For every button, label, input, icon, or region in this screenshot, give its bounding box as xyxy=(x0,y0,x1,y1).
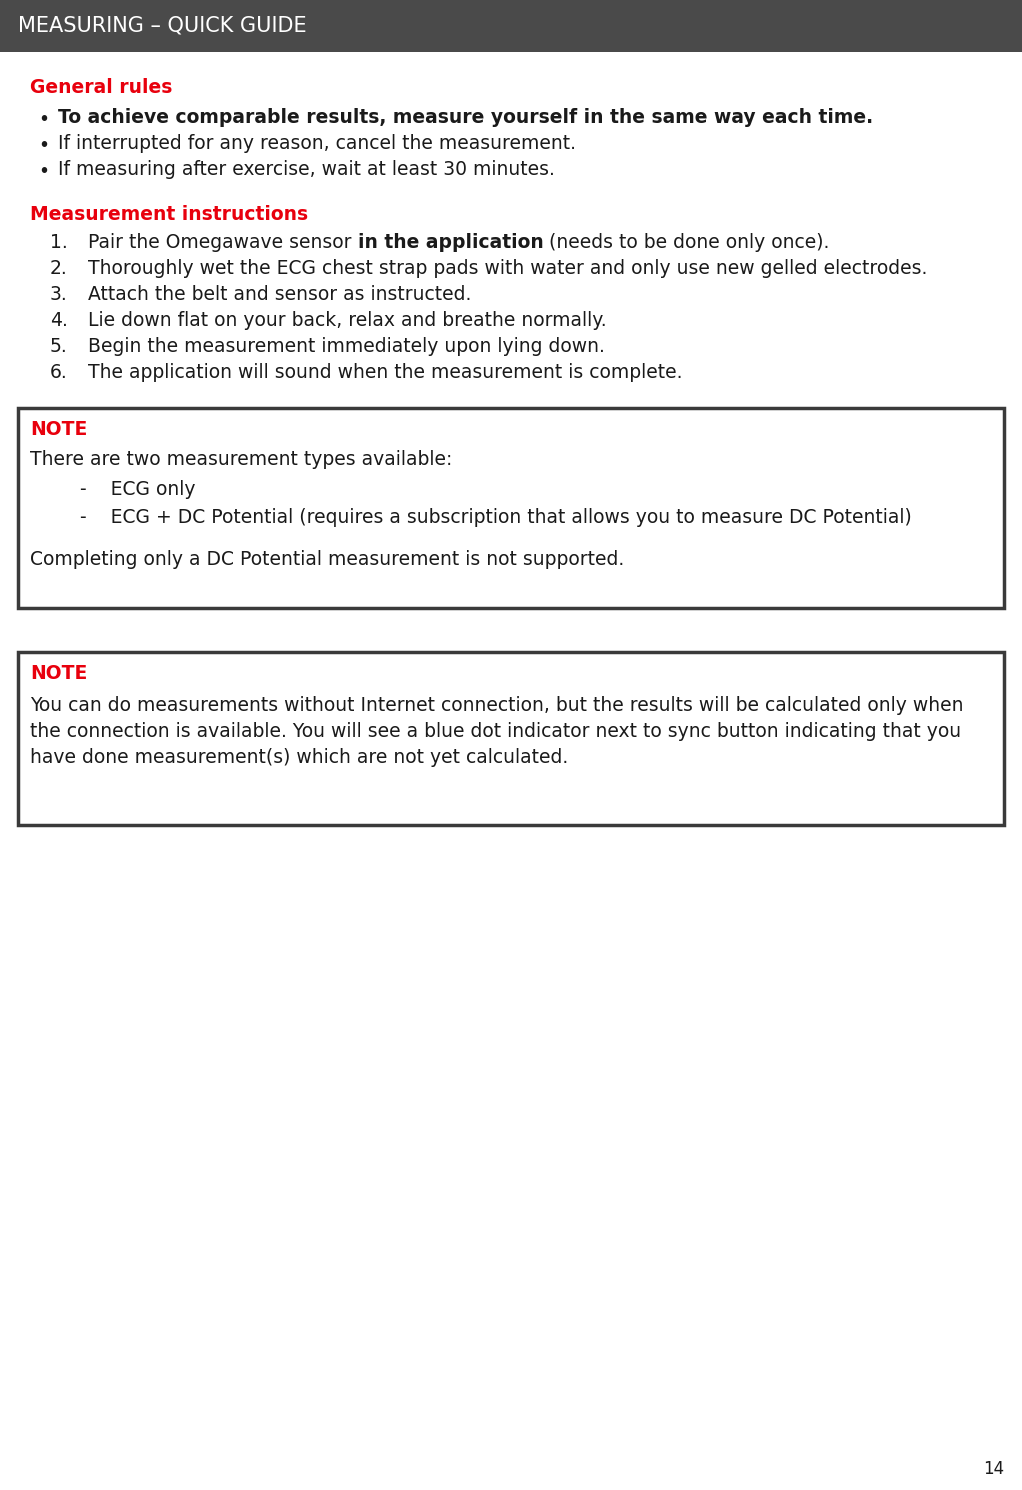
Text: 4.: 4. xyxy=(50,311,67,329)
Text: -    ECG only: - ECG only xyxy=(80,480,195,499)
Text: •: • xyxy=(38,110,49,130)
Text: Thoroughly wet the ECG chest strap pads with water and only use new gelled elect: Thoroughly wet the ECG chest strap pads … xyxy=(88,259,927,279)
Text: If measuring after exercise, wait at least 30 minutes.: If measuring after exercise, wait at lea… xyxy=(58,159,555,179)
Text: 2.: 2. xyxy=(50,259,67,279)
Text: Completing only a DC Potential measurement is not supported.: Completing only a DC Potential measureme… xyxy=(30,550,624,569)
Text: 6.: 6. xyxy=(50,364,67,381)
FancyBboxPatch shape xyxy=(18,408,1004,608)
Text: Attach the belt and sensor as instructed.: Attach the belt and sensor as instructed… xyxy=(88,285,471,304)
Text: NOTE: NOTE xyxy=(30,420,87,440)
Text: To achieve comparable results, measure yourself in the same way each time.: To achieve comparable results, measure y… xyxy=(58,107,873,127)
Text: •: • xyxy=(38,136,49,155)
Text: (needs to be done only once).: (needs to be done only once). xyxy=(544,232,830,252)
Text: Begin the measurement immediately upon lying down.: Begin the measurement immediately upon l… xyxy=(88,337,605,356)
Text: •: • xyxy=(38,162,49,180)
Text: 5.: 5. xyxy=(50,337,67,356)
Text: If interrupted for any reason, cancel the measurement.: If interrupted for any reason, cancel th… xyxy=(58,134,576,153)
FancyBboxPatch shape xyxy=(0,0,1022,52)
Text: have done measurement(s) which are not yet calculated.: have done measurement(s) which are not y… xyxy=(30,748,568,767)
Text: Pair the Omegawave sensor: Pair the Omegawave sensor xyxy=(88,232,358,252)
Text: The application will sound when the measurement is complete.: The application will sound when the meas… xyxy=(88,364,683,381)
FancyBboxPatch shape xyxy=(18,653,1004,825)
Text: There are two measurement types available:: There are two measurement types availabl… xyxy=(30,450,453,469)
Text: the connection is available. You will see a blue dot indicator next to sync butt: the connection is available. You will se… xyxy=(30,723,961,741)
Text: MEASURING – QUICK GUIDE: MEASURING – QUICK GUIDE xyxy=(18,16,307,36)
Text: Measurement instructions: Measurement instructions xyxy=(30,206,308,223)
Text: -    ECG + DC Potential (requires a subscription that allows you to measure DC P: - ECG + DC Potential (requires a subscri… xyxy=(80,508,912,527)
Text: 3.: 3. xyxy=(50,285,67,304)
Text: General rules: General rules xyxy=(30,77,173,97)
Text: You can do measurements without Internet connection, but the results will be cal: You can do measurements without Internet… xyxy=(30,696,964,715)
Text: NOTE: NOTE xyxy=(30,665,87,682)
Text: 1.: 1. xyxy=(50,232,67,252)
Text: Lie down flat on your back, relax and breathe normally.: Lie down flat on your back, relax and br… xyxy=(88,311,607,329)
Text: in the application: in the application xyxy=(358,232,544,252)
Text: 14: 14 xyxy=(983,1460,1004,1478)
